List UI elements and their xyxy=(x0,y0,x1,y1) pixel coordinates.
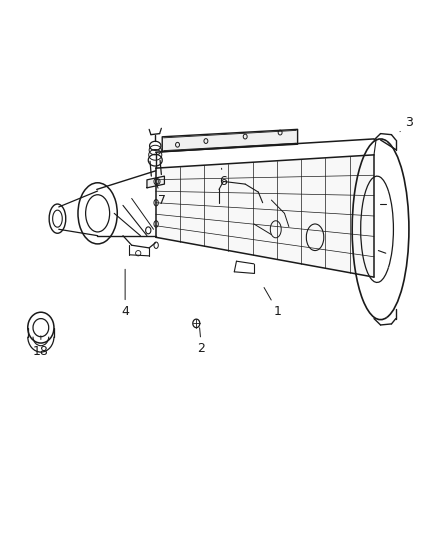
Text: 1: 1 xyxy=(264,287,282,318)
Text: 2: 2 xyxy=(198,328,205,356)
Text: 3: 3 xyxy=(400,117,413,132)
Text: 6: 6 xyxy=(219,168,227,188)
Polygon shape xyxy=(155,155,374,277)
Text: 7: 7 xyxy=(157,184,166,207)
Text: 18: 18 xyxy=(33,336,49,358)
Polygon shape xyxy=(162,130,297,152)
Polygon shape xyxy=(147,176,164,188)
Text: 4: 4 xyxy=(121,269,129,318)
